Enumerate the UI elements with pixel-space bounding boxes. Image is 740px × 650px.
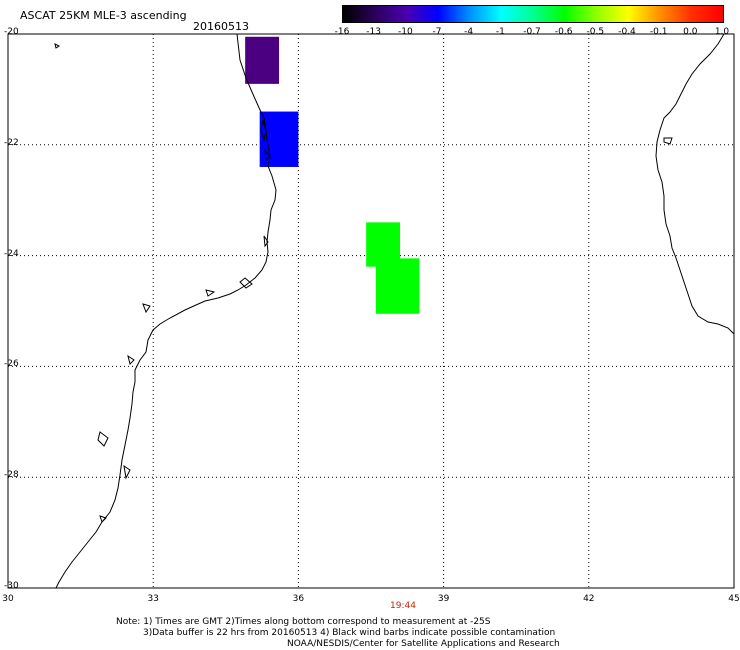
island — [260, 119, 267, 142]
island — [142, 303, 151, 314]
coastline-africa — [55, 33, 277, 589]
lon-tick-label: 30 — [2, 594, 14, 604]
lat-tick-label: -22 — [4, 137, 19, 148]
map-plot — [7, 33, 735, 589]
island — [263, 235, 269, 248]
lon-tick-label: 45 — [728, 594, 740, 604]
grid — [7, 33, 735, 589]
note-line-2: 3)Data buffer is 22 hrs from 20160513 4)… — [143, 628, 556, 638]
plot-frame — [7, 33, 735, 589]
lon-tick-label: 39 — [437, 594, 450, 604]
colorbar — [342, 5, 724, 23]
lon-tick-label: 42 — [583, 594, 595, 604]
lat-tick-label: -26 — [4, 359, 19, 370]
colorbar-tick-label: -0.5 — [586, 27, 605, 37]
note-line-1: Note: 1) Times are GMT 2)Times along bot… — [116, 617, 491, 627]
colorbar-tick-label: -16 — [334, 27, 350, 37]
island — [127, 354, 135, 365]
data-cell — [375, 258, 420, 314]
island — [97, 431, 109, 447]
note-line-3: NOAA/NESDIS/Center for Satellite Applica… — [287, 639, 560, 649]
coastline-madagascar — [655, 33, 735, 335]
colorbar-tick-label: -4 — [464, 27, 474, 37]
notes: Note: 1) Times are GMT 2)Times along bot… — [116, 617, 560, 650]
island — [239, 277, 253, 289]
colorbar-tick-label: 1.0 — [714, 27, 730, 37]
island — [205, 289, 216, 297]
colorbar-tick-label: -7 — [432, 27, 442, 37]
date-label: 20160513 — [193, 20, 249, 33]
colorbar-tick-label: 0.0 — [683, 27, 698, 37]
time-label: 19:44 — [390, 601, 416, 611]
colorbar-tick-label: -13 — [366, 27, 382, 37]
lon-tick-label: 33 — [147, 594, 159, 604]
data-cell — [245, 36, 280, 84]
lat-tick-label: -30 — [4, 581, 19, 591]
lat-tick-label: -20 — [4, 27, 19, 37]
island — [99, 515, 107, 523]
colorbar-tick-label: -0.1 — [649, 27, 668, 37]
island — [264, 148, 271, 162]
title: ASCAT 25KM MLE-3 ascending — [20, 9, 187, 22]
colorbar-tick-label: -0.4 — [618, 27, 636, 37]
colorbar-tick-label: -10 — [397, 27, 413, 37]
colorbar-tick-label: -0.7 — [523, 27, 541, 37]
colorbar-tick-label: -1 — [495, 27, 505, 37]
island — [123, 464, 131, 480]
island — [663, 137, 673, 145]
lon-tick-label: 36 — [292, 594, 305, 604]
colorbar-tick-label: -0.6 — [554, 27, 573, 37]
lat-tick-label: -24 — [4, 248, 19, 259]
lat-tick-label: -28 — [4, 470, 19, 481]
data-cells — [245, 36, 420, 314]
island — [54, 43, 60, 49]
